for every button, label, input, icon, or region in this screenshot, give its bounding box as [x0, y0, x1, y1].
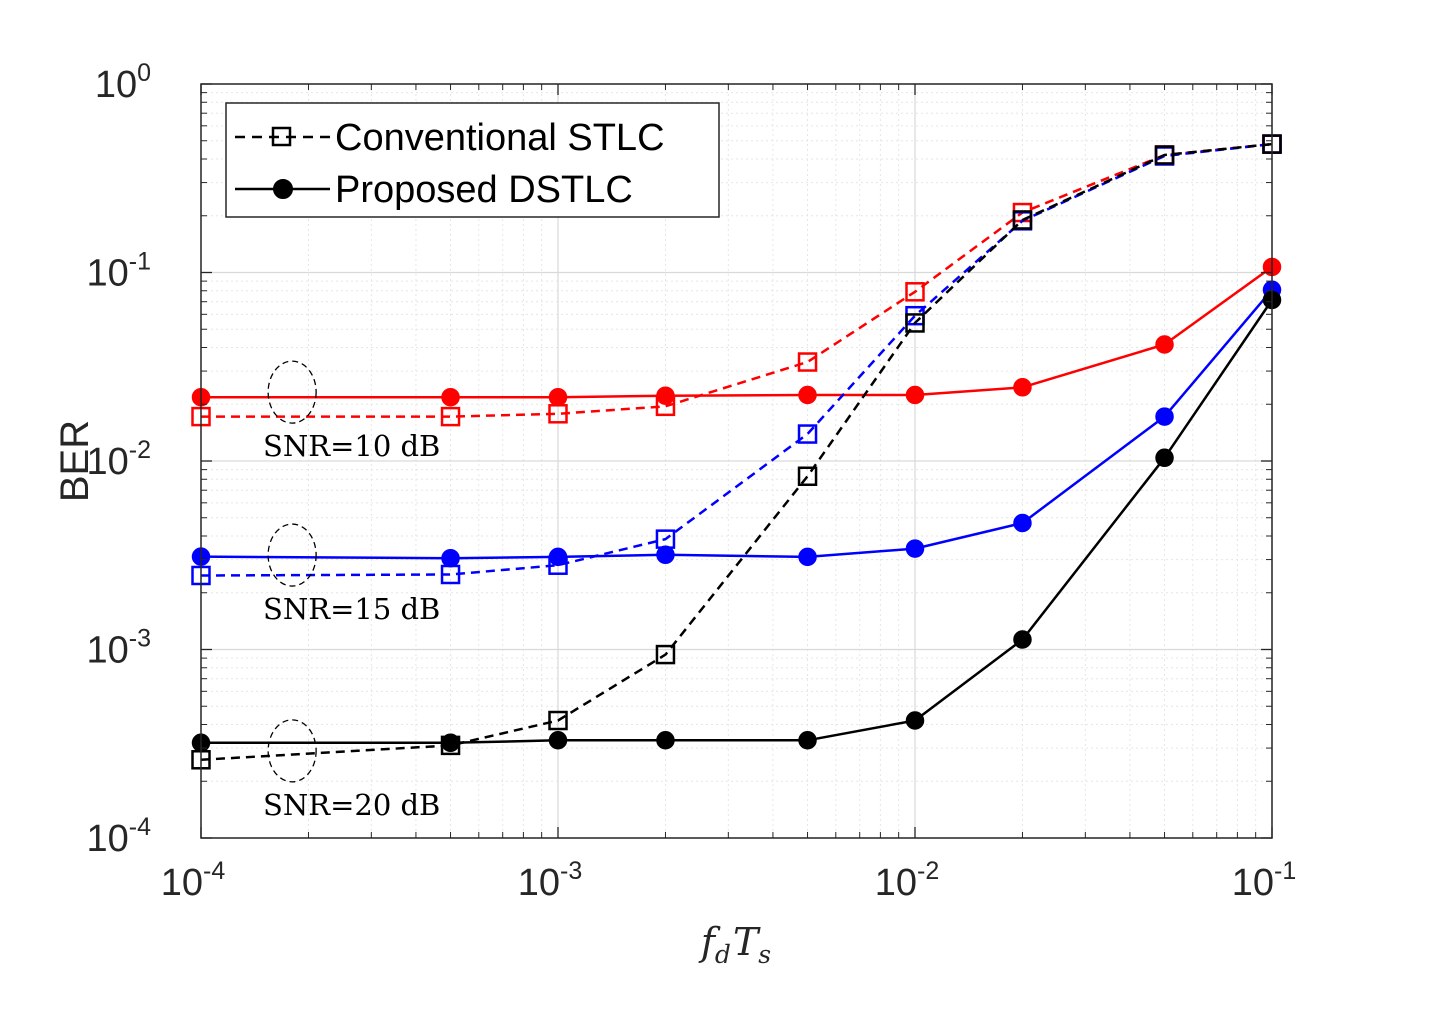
data-point-circle — [1013, 513, 1032, 533]
data-point-circle — [1155, 407, 1174, 426]
data-point-circle — [656, 545, 675, 565]
y-tick-label: 10-1 — [86, 248, 151, 295]
data-point-square — [905, 313, 925, 333]
data-point-circle — [1013, 630, 1032, 649]
data-point-circle — [548, 387, 568, 407]
data-point-circle — [798, 731, 817, 750]
data-point-circle — [656, 731, 675, 750]
data-point-square — [905, 282, 925, 302]
axis-ticks — [200, 83, 1273, 839]
data-point-circle — [441, 548, 460, 568]
x-tick-label: 10-4 — [161, 857, 226, 904]
snr-annotation-3: SNR=20 dB — [263, 788, 440, 822]
x-tick-label: 10-2 — [875, 857, 940, 904]
data-point-circle — [656, 386, 675, 405]
series-layer — [191, 134, 1282, 770]
data-point-square — [797, 424, 818, 444]
legend-box — [225, 102, 720, 218]
data-point-square — [440, 406, 461, 427]
legend-label-proposed: Proposed DSTLC — [335, 169, 633, 211]
series-line — [200, 142, 1273, 577]
x-tick-labels: 10-4 10-3 10-2 10-1 — [161, 857, 1297, 904]
data-point-circle — [548, 547, 568, 567]
x-tick-label: 10-3 — [518, 857, 583, 904]
data-point-circle — [1013, 378, 1032, 397]
data-point-circle — [441, 733, 460, 753]
snr-annotation-2: SNR=15 dB — [263, 592, 440, 626]
legend-marker-proposed — [273, 179, 293, 199]
data-point-circle — [798, 547, 817, 567]
data-point-square — [797, 352, 818, 372]
data-point-circle — [905, 711, 925, 730]
data-point-square — [655, 644, 676, 665]
data-point-circle — [1155, 335, 1174, 354]
snr-group-ellipse — [267, 719, 317, 783]
data-point-circle — [1155, 448, 1174, 468]
legend-label-conventional: Conventional STLC — [335, 117, 665, 159]
legend-marker-conventional — [271, 126, 292, 147]
data-point-square — [548, 710, 568, 731]
y-tick-label: 10-3 — [86, 625, 151, 672]
y-axis-label: BER — [53, 420, 97, 502]
y-tick-label: 100 — [95, 59, 151, 106]
snr-group-ellipse — [267, 360, 317, 424]
data-point-square — [1154, 145, 1175, 165]
y-tick-label: 10-4 — [86, 813, 151, 860]
x-axis-label: fdTs — [698, 920, 771, 969]
annotations: SNR=10 dB SNR=15 dB SNR=20 dB — [263, 360, 440, 822]
data-point-circle — [905, 539, 925, 558]
series-5 — [191, 134, 1282, 770]
data-point-circle — [905, 385, 925, 405]
data-point-circle — [441, 387, 460, 407]
snr-group-ellipse — [267, 523, 317, 587]
series-line — [200, 142, 1273, 762]
x-tick-label: 10-1 — [1232, 857, 1297, 904]
y-tick-label: 10-2 — [86, 436, 151, 483]
data-point-square — [797, 466, 818, 487]
y-tick-labels: 10-4 10-3 10-2 10-1 100 — [86, 59, 151, 860]
series-line — [201, 142, 1273, 418]
series-4 — [191, 280, 1282, 568]
legend: Conventional STLC Proposed DSTLC — [225, 102, 720, 218]
data-point-circle — [798, 385, 817, 405]
series-2 — [191, 257, 1282, 407]
data-point-square — [1012, 210, 1033, 230]
series-6 — [191, 290, 1282, 753]
data-point-circle — [548, 731, 568, 750]
snr-annotation-1: SNR=10 dB — [263, 429, 440, 463]
